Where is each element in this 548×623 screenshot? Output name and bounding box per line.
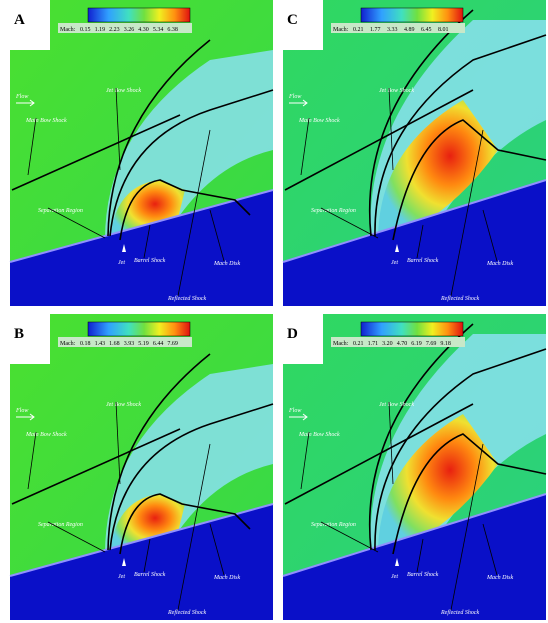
annotation: Main Bow Shock <box>25 118 67 124</box>
annotation: Flow <box>15 94 28 100</box>
colorbar-tick-label: 6.19 <box>411 341 422 347</box>
colorbar-tick-label: 6.44 <box>153 341 164 347</box>
annotation: Reflected Shock <box>440 295 479 302</box>
annotation: Main Bow Shock <box>25 432 67 438</box>
annotation: Jet Bow Shock <box>379 402 414 408</box>
annotation: Reflected Shock <box>440 609 479 616</box>
annotation: Barrel Shock <box>134 258 166 264</box>
panel-label: A <box>14 12 25 28</box>
colorbar-tick-label: 2.23 <box>109 27 120 33</box>
annotation: Jet Bow Shock <box>106 88 141 94</box>
colorbar-tick-label: 3.93 <box>124 341 135 347</box>
colorbar <box>88 8 190 22</box>
panel-label: B <box>14 326 24 342</box>
colorbar-tick-label: 8.01 <box>438 27 449 33</box>
colorbar-tick-label: 1.19 <box>95 27 106 33</box>
panel: D Mach: 0.21 1.713.20 4.706.19 7.699.18 Flow Ma… <box>283 314 546 620</box>
annotation: Reflected Shock <box>167 295 206 302</box>
annotation: Barrel Shock <box>134 572 166 578</box>
colorbar-tick-label: 3.33 <box>387 27 398 33</box>
annotation: Jet Bow Shock <box>106 402 141 408</box>
annotation: Mach Disk <box>213 575 240 581</box>
colorbar-title: Mach: <box>333 27 349 33</box>
colorbar-tick-label: 3.26 <box>124 27 135 33</box>
panel: C Mach: 0.21 1.77 3.33 4.89 6.45 8.01 Flow Main B… <box>283 0 546 306</box>
colorbar-tick-label: 7.69 <box>426 341 437 347</box>
annotation: Barrel Shock <box>407 258 439 264</box>
colorbar-tick-label: 4.70 <box>397 341 408 347</box>
colorbar-tick-label: 1.71 <box>368 341 379 347</box>
colorbar-tick-label: 0.18 <box>80 341 91 347</box>
colorbar-tick-label: 4.30 <box>138 27 149 33</box>
panel-label: D <box>287 326 298 342</box>
annotation: Mach Disk <box>486 575 513 581</box>
annotation: Jet <box>391 260 398 266</box>
colorbar-tick-label: 0.21 <box>353 27 364 33</box>
figure: A Mach: 0.15 1.192.23 3.264.30 5.346.38 Flow Ma… <box>0 0 548 623</box>
colorbar-tick-label: 0.15 <box>80 27 91 33</box>
annotation: Main Bow Shock <box>298 432 340 438</box>
annotation: Mach Disk <box>213 261 240 267</box>
colorbar <box>88 322 190 336</box>
annotation: Reflected Shock <box>167 609 206 616</box>
colorbar <box>361 322 463 336</box>
annotation: Jet <box>391 574 398 580</box>
colorbar-tick-label: 7.69 <box>167 341 178 347</box>
colorbar-tick-label: 1.77 <box>370 27 381 33</box>
annotation: Flow <box>15 408 28 414</box>
annotation: Barrel Shock <box>407 572 439 578</box>
colorbar-title: Mach: <box>333 341 349 347</box>
annotation: Separation Region <box>311 522 356 528</box>
annotation: Main Bow Shock <box>298 118 340 124</box>
annotation: Flow <box>288 408 301 414</box>
colorbar-tick-label: 1.43 <box>95 341 106 347</box>
colorbar-tick-label: 3.20 <box>382 341 393 347</box>
annotation: Mach Disk <box>486 261 513 267</box>
colorbar-title: Mach: <box>60 341 76 347</box>
panel-label: C <box>287 12 298 28</box>
annotation: Separation Region <box>38 208 83 214</box>
annotation: Jet <box>118 260 125 266</box>
annotation: Jet Bow Shock <box>379 88 414 94</box>
annotation: Flow <box>288 94 301 100</box>
colorbar-tick-label: 5.19 <box>138 341 149 347</box>
annotation: Jet <box>118 574 125 580</box>
colorbar-tick-label: 6.45 <box>421 27 432 33</box>
colorbar-tick-label: 0.21 <box>353 341 364 347</box>
colorbar-tick-label: 1.68 <box>109 341 120 347</box>
colorbar <box>361 8 463 22</box>
colorbar-tick-label: 4.89 <box>404 27 415 33</box>
annotation: Separation Region <box>311 208 356 214</box>
colorbar-title: Mach: <box>60 27 76 33</box>
colorbar-tick-label: 6.38 <box>167 27 178 33</box>
colorbar-tick-label: 5.34 <box>153 27 164 33</box>
annotation: Separation Region <box>38 522 83 528</box>
colorbar-tick-label: 9.18 <box>440 341 451 347</box>
